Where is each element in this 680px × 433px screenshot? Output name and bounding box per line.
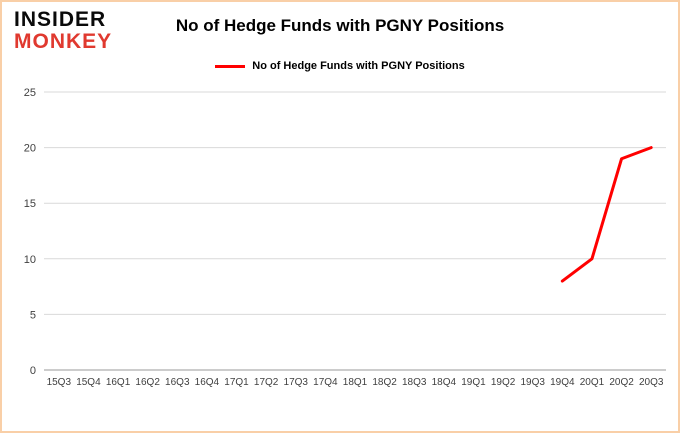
x-tick-label: 15Q4 xyxy=(76,377,101,388)
x-tick-label: 18Q2 xyxy=(372,377,397,388)
chart-title: No of Hedge Funds with PGNY Positions xyxy=(175,16,505,35)
insider-monkey-logo: INSIDER MONKEY xyxy=(14,8,113,53)
x-tick-label: 19Q3 xyxy=(520,377,545,388)
x-tick-label: 20Q2 xyxy=(609,377,634,388)
x-tick-label: 17Q1 xyxy=(224,377,249,388)
legend-line-swatch xyxy=(215,64,246,68)
x-tick-label: 15Q3 xyxy=(47,377,72,388)
x-tick-label: 18Q4 xyxy=(432,377,457,388)
legend: No of Hedge Funds with PGNY Positions xyxy=(2,60,678,72)
logo-monkey-text: MONKEY xyxy=(14,29,113,53)
y-tick-label: 0 xyxy=(30,365,36,377)
series-line xyxy=(560,146,653,283)
logo-insider-text: INSIDER xyxy=(14,8,107,31)
x-tick-label: 16Q2 xyxy=(135,377,160,388)
y-tick-label: 10 xyxy=(24,254,36,266)
x-tick-label: 18Q3 xyxy=(402,377,427,388)
x-tick-label: 19Q1 xyxy=(461,377,486,388)
y-tick-label: 25 xyxy=(24,87,36,99)
x-tick-label: 19Q2 xyxy=(491,377,516,388)
x-tick-label: 16Q3 xyxy=(165,377,190,388)
x-tick-label: 16Q1 xyxy=(106,377,131,388)
y-tick-label: 20 xyxy=(24,143,36,155)
x-tick-label: 17Q2 xyxy=(254,377,279,388)
y-tick-label: 5 xyxy=(30,309,36,321)
legend-label: No of Hedge Funds with PGNY Positions xyxy=(252,60,465,72)
x-tick-label: 20Q1 xyxy=(580,377,605,388)
x-tick-label: 20Q3 xyxy=(639,377,664,388)
x-tick-label: 16Q4 xyxy=(195,377,220,388)
x-tick-label: 18Q1 xyxy=(343,377,368,388)
x-tick-label: 17Q3 xyxy=(284,377,309,388)
y-tick-label: 15 xyxy=(24,198,36,210)
x-tick-label: 17Q4 xyxy=(313,377,338,388)
x-tick-label: 19Q4 xyxy=(550,377,575,388)
